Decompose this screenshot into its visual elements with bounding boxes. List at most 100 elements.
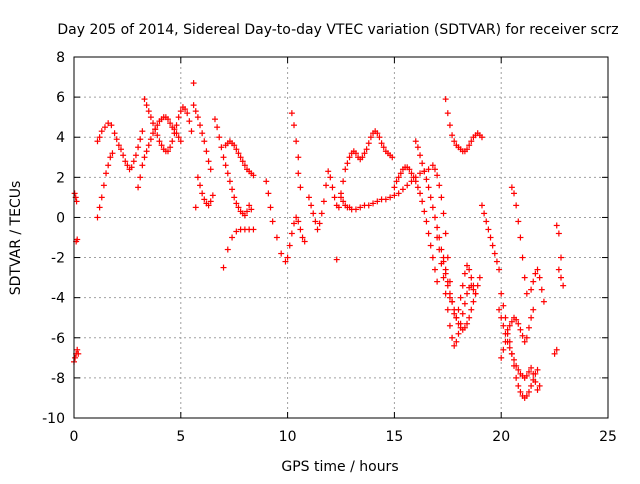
data-point (395, 174, 402, 181)
data-point (197, 182, 204, 189)
data-point (135, 184, 142, 191)
data-point (224, 170, 231, 177)
data-point (154, 132, 161, 139)
data-point (288, 230, 295, 237)
data-point (340, 178, 347, 185)
x-tick-label: 25 (599, 429, 617, 445)
data-point (239, 158, 246, 165)
axis-ticks: 0 5 10 15 20 25 -10 -8 -6 -4 -2 0 2 4 6 8 (42, 50, 617, 445)
data-point (100, 182, 107, 189)
data-point (412, 178, 419, 185)
data-point (167, 144, 174, 151)
data-point (314, 226, 321, 233)
data-point (436, 246, 443, 253)
data-point (335, 204, 342, 211)
data-point (506, 344, 513, 351)
data-point (417, 170, 424, 177)
data-point (132, 152, 139, 159)
data-point (455, 320, 462, 327)
data-point (342, 166, 349, 173)
data-point (263, 178, 270, 185)
data-point (192, 204, 199, 211)
data-point (150, 120, 157, 127)
data-point (194, 174, 201, 181)
data-point (374, 130, 381, 137)
data-point (387, 194, 394, 201)
data-point (412, 138, 419, 145)
data-point (374, 198, 381, 205)
data-point (273, 234, 280, 241)
data-point (457, 294, 464, 301)
data-point (158, 142, 165, 149)
data-point (241, 212, 248, 219)
data-point (423, 176, 430, 183)
data-point (500, 346, 507, 353)
data-point (156, 138, 163, 145)
data-point (293, 138, 300, 145)
data-point (109, 150, 116, 157)
data-point (320, 198, 327, 205)
data-point (323, 182, 330, 189)
data-point (466, 314, 473, 321)
data-point (534, 366, 541, 373)
data-point (329, 184, 336, 191)
data-point (459, 310, 466, 317)
data-point (192, 108, 199, 115)
data-point (229, 186, 236, 193)
data-point (397, 170, 404, 177)
data-point (357, 204, 364, 211)
data-point (96, 204, 103, 211)
data-point (171, 130, 178, 137)
y-tick-label: -2 (51, 251, 65, 267)
data-point (515, 366, 522, 373)
data-point (555, 266, 562, 273)
data-point (169, 138, 176, 145)
data-point (423, 218, 430, 225)
data-point (222, 162, 229, 169)
data-point (517, 234, 524, 241)
data-point (496, 306, 503, 313)
data-point (229, 234, 236, 241)
data-point (137, 174, 144, 181)
data-point (74, 236, 81, 243)
data-point (449, 132, 456, 139)
data-point (105, 120, 112, 127)
data-point (459, 282, 466, 289)
data-point (325, 168, 332, 175)
data-point (250, 172, 257, 179)
x-tick-label: 0 (70, 429, 79, 445)
data-point (555, 230, 562, 237)
data-point (316, 220, 323, 227)
data-point (370, 200, 377, 207)
data-point (523, 392, 530, 399)
y-axis-label: SDTVAR / TECUs (8, 181, 24, 296)
data-point (248, 206, 255, 213)
data-point (120, 152, 127, 159)
data-point (478, 202, 485, 209)
data-point (434, 172, 441, 179)
data-point (446, 122, 453, 129)
data-point (530, 306, 537, 313)
data-point (333, 256, 340, 263)
data-point (359, 154, 366, 161)
data-point (286, 242, 293, 249)
y-tick-label: 2 (56, 170, 65, 186)
data-point (265, 190, 272, 197)
y-tick-label: 0 (56, 210, 65, 226)
data-point (461, 324, 468, 331)
data-point (199, 130, 206, 137)
data-point (496, 266, 503, 273)
data-point (525, 324, 532, 331)
data-point (451, 342, 458, 349)
data-point (218, 144, 225, 151)
data-point (205, 202, 212, 209)
data-point (553, 346, 560, 353)
data-point (425, 230, 432, 237)
data-point (94, 138, 101, 145)
data-point (105, 162, 112, 169)
data-point (117, 146, 124, 153)
data-point (468, 306, 475, 313)
data-point (297, 226, 304, 233)
data-point (419, 198, 426, 205)
data-point (464, 290, 471, 297)
